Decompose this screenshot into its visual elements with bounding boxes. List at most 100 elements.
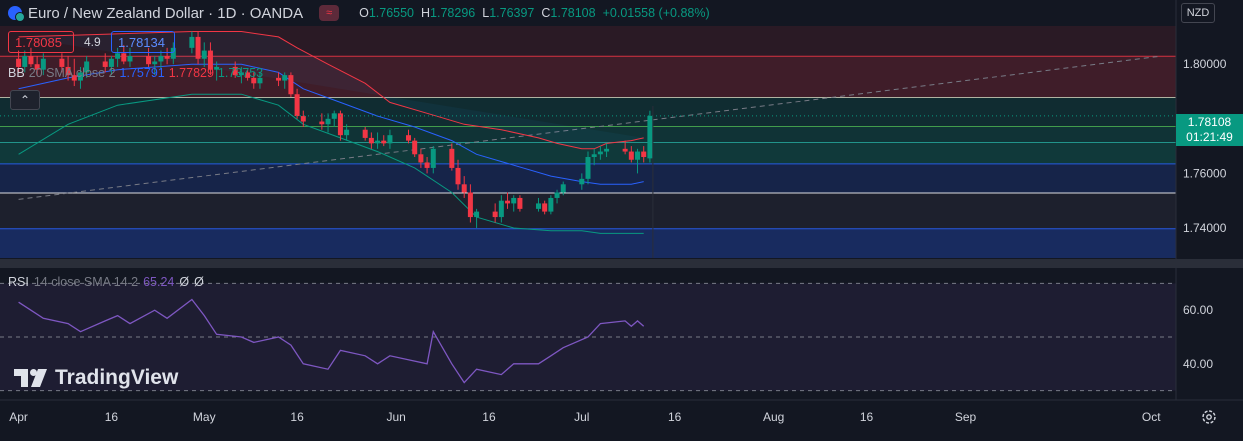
candle-body [344,129,350,136]
bb-band-fill [18,31,644,149]
ohlc-high-value: 1.78296 [430,6,476,20]
candle-body [84,61,90,73]
candle-body [108,58,114,67]
ohlc-change-value: +0.01558 (+0.88%) [602,6,710,20]
time-tick-label: Jul [574,410,589,424]
ohlc-open-key: O [359,6,369,20]
time-tick-label: Jun [386,410,405,424]
chart-header: Euro / New Zealand Dollar · 1D · OANDA ≈… [8,4,710,22]
candle-body [238,72,244,76]
bb-legend-basis: 1.75791 [119,66,165,80]
price-tick-label: 1.80000 [1183,57,1227,71]
buy-price-button[interactable]: 1.78134 [111,31,175,53]
candle-body [152,61,158,65]
collapse-legend-button[interactable]: ⌃ [10,90,40,110]
symbol-title[interactable]: Euro / New Zealand Dollar · 1D · OANDA [28,4,304,22]
candle-body [579,178,585,185]
candle-body [635,151,641,160]
level-zone [0,97,1176,127]
rsi-legend-extra-2: Ø [194,275,204,289]
time-tick-label: 16 [290,410,304,424]
candle-body [16,58,22,67]
candle-body [387,135,393,144]
candle-body [548,197,554,212]
chevron-up-icon: ⌃ [19,93,31,107]
candle-body [245,72,251,78]
time-tick-label: Apr [9,410,28,424]
pane-separator [0,259,1243,268]
candle-body [597,151,603,155]
candle-body [560,184,566,193]
candle-body [40,58,46,70]
candle-body [585,157,591,179]
candle-body [375,140,381,144]
candle-body [214,66,220,70]
candle-body [331,113,337,119]
rsi-tick-label: 40.00 [1183,357,1213,371]
candle-body [158,56,164,62]
candle-body [498,200,504,218]
candle-body [542,203,548,212]
tradingview-logo[interactable]: TradingView [14,366,178,390]
candle-body [276,77,282,81]
candle-body [412,140,418,155]
ohlc-low-key: L [482,6,490,20]
candle-body [195,36,201,59]
candle-body [418,154,424,163]
candle-body [455,167,461,185]
settings-gear-icon[interactable] [1200,408,1218,426]
bb-upper-line [18,31,644,150]
flag-icon[interactable]: ≈ [319,5,340,21]
candle-body [22,56,28,67]
candle-body [505,200,511,204]
candle-body [467,192,473,218]
bb-legend-name: BB [8,66,25,80]
tradingview-logo-icon [14,369,47,387]
sell-price-button[interactable]: 1.78085 [8,31,74,53]
candle-body [257,77,263,84]
rsi-legend-extra-1: Ø [179,275,190,289]
bb-legend-upper: 1.77829 [168,66,214,80]
currency-selector[interactable]: NZD [1181,3,1215,23]
bb-legend[interactable]: BB 20 SMA close 2 1.75791 1.77829 1.7375… [8,66,263,80]
level-zone [0,126,1176,143]
candle-body [189,36,195,48]
candle-body [337,113,343,136]
candle-body [102,61,108,67]
rsi-tick-label: 60.00 [1183,303,1213,317]
candle-body [232,66,238,76]
symbol-icon[interactable] [8,6,25,22]
candle-body [325,118,331,125]
candle-body [121,53,127,62]
tradingview-logo-text: TradingView [55,366,179,389]
candle-body [381,140,387,144]
candle-body [294,94,300,117]
candle-body [492,211,498,218]
candle-body [474,211,480,218]
rsi-legend-name: RSI [8,275,29,289]
candle-body [115,53,121,59]
ohlc-close-value: 1.78108 [550,6,596,20]
candle-body [28,56,34,65]
spread-value: 4.9 [84,35,101,49]
bb-basis-line [18,63,644,185]
rsi-legend[interactable]: RSI 14 close SMA 14 2 65.24 Ø Ø [8,275,204,289]
candle-body [406,135,412,141]
rsi-legend-params: 14 close SMA 14 2 [33,275,139,289]
candle-body [251,77,257,84]
ohlc-open-value: 1.76550 [368,6,415,20]
level-zone [0,56,1176,98]
time-tick-label: May [193,410,216,424]
time-tick-label: Oct [1142,410,1161,424]
candle-body [207,50,213,70]
time-tick-label: 16 [482,410,496,424]
candle-body [591,154,597,158]
candle-body [628,151,634,160]
candle-body [146,56,152,65]
candle-body [449,148,455,168]
candle-body [424,162,430,168]
level-zone [0,228,1176,258]
candle-body [430,148,436,168]
candle-body [535,203,541,209]
